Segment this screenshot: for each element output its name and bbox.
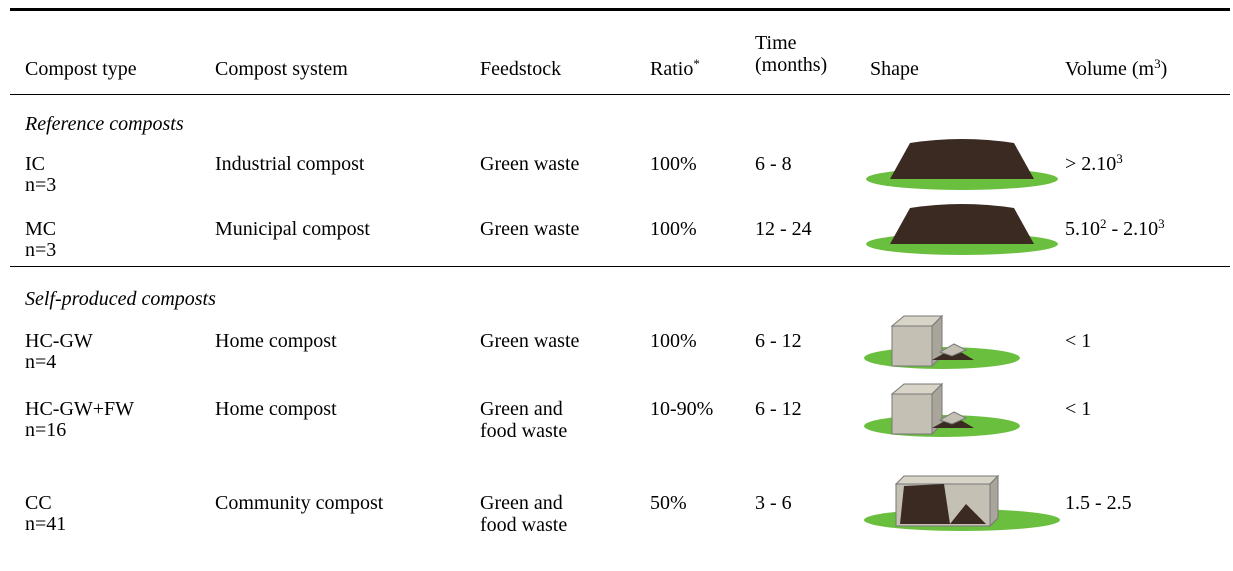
cell-system: Industrial compost [215,153,365,175]
text-run: Ratio [650,58,694,80]
shape-icon [866,204,1058,255]
superscript: 3 [1158,216,1165,231]
column-header: Volume (m3) [1065,56,1168,80]
cell-ratio: 10-90% [650,398,714,420]
cell-volume: < 1 [1065,330,1091,352]
cell-volume: 5.102 - 2.103 [1065,216,1165,240]
cell-feedstock: Green waste [480,153,580,175]
cell-n: n=16 [25,419,67,441]
text-run: > 2.10 [1065,153,1117,175]
cell-time: 6 - 12 [755,330,802,352]
cell-ratio: 50% [650,492,687,514]
cell-type: CC [25,492,52,514]
text-run: Volume (m [1065,58,1155,80]
shape-icon [864,382,1020,437]
superscript: 3 [1116,151,1123,166]
cell-time: 12 - 24 [755,218,812,240]
text-run: Shape [870,58,919,80]
cell-time: 6 - 12 [755,398,802,420]
text-run: ) [1160,58,1168,80]
superscript: 3 [1154,56,1161,71]
cell-n: n=3 [25,174,57,196]
column-header: Time (months) [755,32,850,76]
column-header: Compost type [25,58,137,80]
top-rule [10,8,1230,11]
shape-icon [864,474,1060,531]
cell-volume: > 2.103 [1065,151,1123,175]
cell-volume: < 1 [1065,398,1091,420]
cell-time: 3 - 6 [755,492,792,514]
cell-ratio: 100% [650,153,697,175]
cell-system: Municipal compost [215,218,370,240]
cell-system: Community compost [215,492,384,514]
text-run: Time (months) [755,32,828,76]
cell-feedstock: Green and food waste [480,398,568,442]
cell-feedstock: Green waste [480,330,580,352]
text-run: Compost type [25,58,137,80]
shape-icon [866,139,1058,190]
cell-ratio: 100% [650,218,697,240]
superscript: * [693,56,700,71]
text-run: Feedstock [480,58,562,80]
cell-type: IC [25,153,45,175]
cell-n: n=4 [25,351,57,373]
cell-type: HC-GW [25,330,93,352]
text-run: Compost system [215,58,348,80]
column-header: Compost system [215,58,348,80]
cell-feedstock: Green and food waste [480,492,568,536]
cell-system: Home compost [215,330,337,352]
column-header: Feedstock [480,58,561,80]
text-run: - 2.10 [1106,218,1159,240]
text-run: 1.5 - 2.5 [1065,492,1132,514]
header-rule [10,94,1230,95]
cell-type: MC [25,218,57,240]
section-rule [10,266,1230,267]
cell-volume: 1.5 - 2.5 [1065,492,1132,514]
text-run: 5.10 [1065,218,1100,240]
cell-type: HC-GW+FW [25,398,135,420]
cell-ratio: 100% [650,330,697,352]
text-run: < 1 [1065,330,1092,352]
section-title: Reference composts [25,113,184,135]
cell-time: 6 - 8 [755,153,792,175]
column-header: Shape [870,58,919,80]
section-title: Self-produced composts [25,288,216,310]
superscript: 2 [1100,216,1107,231]
column-header: Ratio* [650,56,700,80]
text-run: < 1 [1065,398,1092,420]
cell-system: Home compost [215,398,337,420]
shape-icon [864,314,1020,369]
cell-n: n=41 [25,513,67,535]
cell-feedstock: Green waste [480,218,580,240]
cell-n: n=3 [25,239,57,261]
